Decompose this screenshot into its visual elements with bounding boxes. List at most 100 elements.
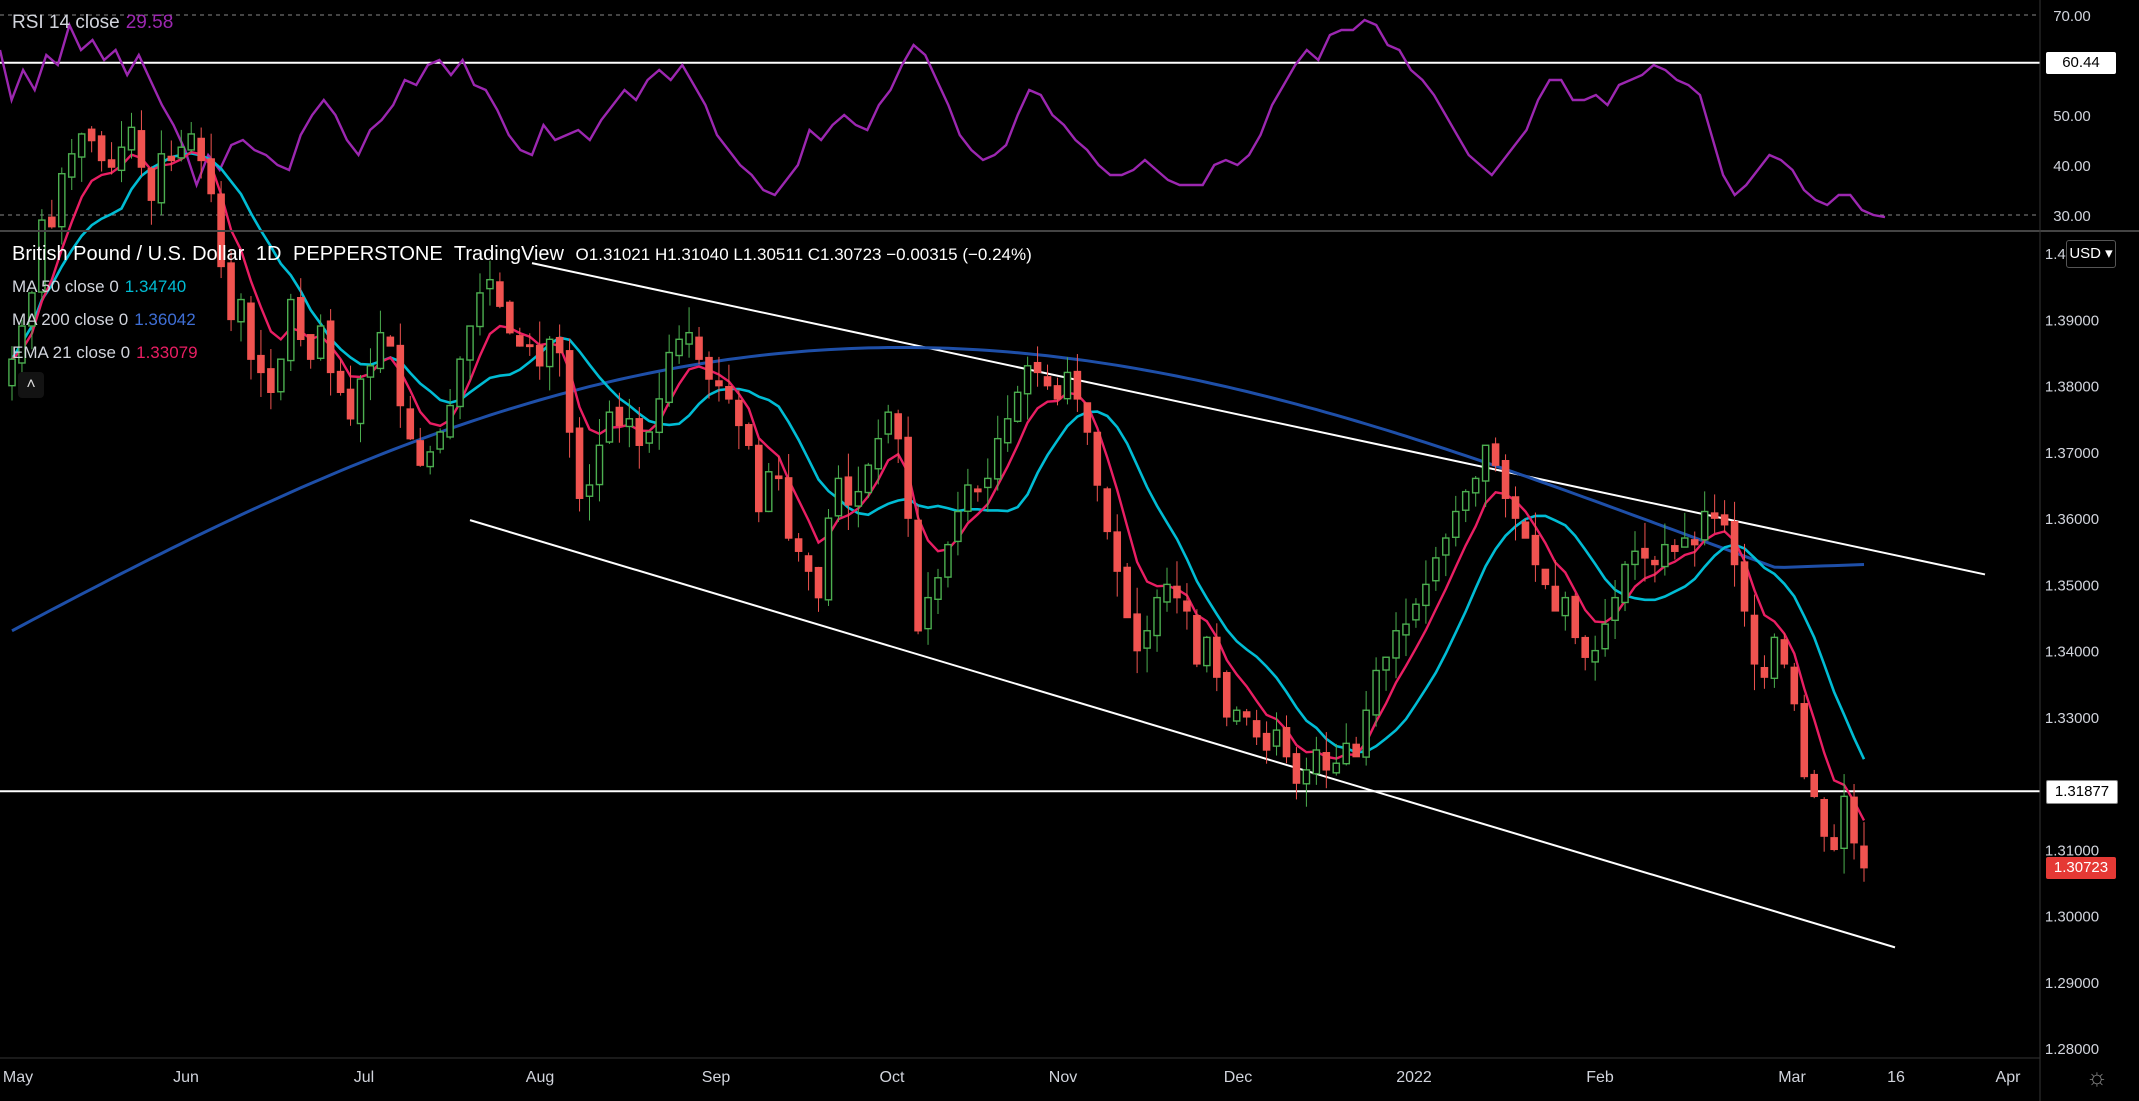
candle-body	[705, 356, 713, 380]
candle-body	[1461, 490, 1470, 511]
candle-body	[754, 444, 763, 513]
time-axis-label: Apr	[1996, 1069, 2022, 1086]
candle-body	[1432, 557, 1440, 582]
candle-body	[28, 292, 36, 327]
candle-body	[366, 365, 375, 378]
candle-body	[1412, 603, 1420, 621]
candle-body	[774, 475, 783, 480]
time-axis-label: 2022	[1396, 1069, 1432, 1086]
candle-body	[1800, 703, 1809, 778]
candle-body	[1561, 596, 1570, 617]
candle-body	[974, 488, 982, 493]
candle-body	[57, 172, 66, 228]
candle-body	[764, 471, 773, 513]
candle-body	[1372, 669, 1380, 716]
candle-body	[1760, 667, 1769, 678]
channel-lower-line	[469, 519, 1896, 949]
price-y-tick-label: 1.28000	[2045, 1041, 2099, 1058]
candle-body	[894, 413, 902, 440]
symbol-legend: British Pound / U.S. Dollar 1D PEPPERSTO…	[12, 243, 1038, 266]
candle-body	[296, 297, 305, 340]
candle-body	[207, 158, 215, 195]
price-y-tick-label: 1.35000	[2045, 577, 2099, 594]
ma200-legend-label: MA 200 close 0	[12, 310, 129, 329]
candle-body	[745, 424, 753, 446]
source-label: TradingView	[453, 243, 564, 265]
time-axis-label: Nov	[1049, 1069, 1077, 1086]
candle-body	[824, 517, 833, 601]
ma50-legend-label: MA 50 close 0	[12, 277, 119, 296]
rsi-y-tick-label: 50.00	[2053, 108, 2091, 125]
candle-body	[1840, 795, 1848, 850]
settings-icon[interactable]: ☼	[2086, 1064, 2108, 1091]
candle-body	[167, 155, 176, 162]
candle-body	[247, 302, 255, 360]
price-y-tick-label: 1.30000	[2045, 909, 2099, 926]
candle-body	[1113, 531, 1122, 572]
candle-body	[137, 130, 146, 168]
price-y-tick-label: 1.33000	[2045, 710, 2099, 727]
rsi-y-tick-label: 30.00	[2053, 208, 2091, 225]
candle-body	[1292, 753, 1301, 784]
rsi-legend-label: RSI 14 close	[12, 12, 120, 33]
candle-body	[1700, 510, 1709, 541]
candle-body	[1750, 614, 1759, 665]
collapse-legend-icon[interactable]: ˄	[18, 372, 44, 398]
price-y-tick-label: 1.39000	[2045, 312, 2099, 329]
candle-body	[1342, 742, 1351, 765]
candle-body	[1491, 443, 1500, 466]
channel-upper-line	[531, 262, 1986, 576]
candle-body	[1402, 623, 1410, 636]
currency-button[interactable]: USD ▾	[2066, 240, 2116, 268]
trend-channel	[469, 262, 1986, 949]
candle-body	[1690, 539, 1699, 546]
last-price-tag: 1.30723	[2046, 856, 2116, 879]
candle-body	[48, 216, 56, 228]
ma50-legend-value: 1.34740	[124, 277, 187, 296]
candle-body	[1322, 752, 1331, 771]
candle-body	[187, 133, 196, 151]
candle-body	[814, 566, 823, 599]
candle-body	[1053, 385, 1062, 400]
ohlc-values: O1.31021 H1.31040 L1.30511 C1.30723 −0.0…	[575, 245, 1032, 264]
candle-body	[884, 411, 893, 435]
time-axis-label: Dec	[1224, 1069, 1252, 1086]
candle-body	[1710, 512, 1719, 519]
candle-body	[1183, 600, 1191, 612]
candle-body	[416, 440, 425, 466]
candle-body	[1003, 418, 1012, 444]
candle-body	[346, 388, 355, 420]
candle-body	[227, 262, 235, 321]
time-axis-label: Mar	[1778, 1069, 1806, 1086]
candle-body	[924, 596, 932, 630]
candle-body	[436, 431, 444, 450]
candle-body	[1193, 615, 1201, 665]
candle-body	[1163, 583, 1171, 603]
candle-body	[715, 380, 723, 387]
candle-body	[267, 368, 275, 393]
candle-body	[237, 298, 245, 323]
candle-body	[944, 543, 952, 578]
candle-body	[1720, 514, 1729, 526]
ma200-legend: MA 200 close 0 1.36042	[12, 310, 202, 330]
candle-body	[117, 146, 126, 172]
time-axis-label: Sep	[702, 1069, 731, 1086]
time-axis-label: May	[3, 1069, 33, 1086]
candles	[8, 110, 1868, 882]
candle-body	[1501, 459, 1510, 499]
candle-body	[864, 464, 873, 494]
candle-body	[784, 477, 793, 539]
price-level-tag: 1.31877	[2046, 780, 2118, 805]
candle-body	[1442, 537, 1450, 556]
ema21-legend-value: 1.33079	[136, 343, 198, 362]
candle-body	[625, 418, 634, 428]
candle-body	[1272, 729, 1281, 747]
candle-body	[1173, 585, 1181, 599]
candle-body	[794, 538, 803, 552]
rsi-pane	[0, 14, 2040, 216]
candle-body	[1790, 666, 1799, 705]
symbol-name: British Pound / U.S. Dollar	[12, 243, 245, 265]
candle-body	[336, 370, 345, 393]
